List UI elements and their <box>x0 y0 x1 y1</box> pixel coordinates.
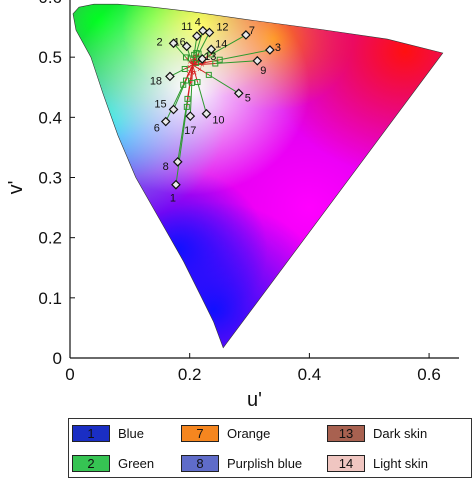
data-points <box>160 25 275 190</box>
svg-text:×: × <box>190 69 195 78</box>
point-label: 2 <box>156 36 162 48</box>
y-tick-label: 0.3 <box>38 169 62 188</box>
diamond-marker <box>181 41 192 52</box>
legend: 1 Blue 7 Orange 13 Dark skin 2 Green 8 Purplish b… <box>68 418 472 478</box>
svg-text:×: × <box>187 58 192 67</box>
diamond-marker <box>168 104 179 115</box>
x-tick-label: 0.2 <box>178 365 202 384</box>
y-tick-label: 0.4 <box>38 108 62 127</box>
legend-item: 7 Orange <box>181 423 270 443</box>
svg-text:×: × <box>187 68 192 77</box>
point-label: 15 <box>154 99 166 111</box>
diamond-marker <box>160 116 171 127</box>
legend-label: Orange <box>227 425 271 441</box>
diamond-marker <box>206 44 217 55</box>
diamond-marker <box>201 108 212 119</box>
svg-text:×: × <box>193 59 198 68</box>
y-tick-label: 0.2 <box>38 229 62 248</box>
point-label: 9 <box>260 65 266 77</box>
diamond-marker <box>165 71 175 82</box>
legend-swatch: 2 <box>72 454 110 472</box>
legend-label: Green <box>118 455 155 471</box>
diamond-marker <box>171 179 181 190</box>
legend-label: Dark skin <box>373 425 428 441</box>
spectral-locus-gamut <box>72 3 444 349</box>
point-label: 17 <box>184 125 196 137</box>
legend-swatch: 7 <box>181 424 219 442</box>
legend-item: 13 Dark skin <box>327 423 427 443</box>
diamond-marker <box>168 38 179 49</box>
diamond-marker <box>241 30 251 40</box>
y-tick-label: 0.1 <box>38 289 62 308</box>
y-tick-label: 0.6 <box>38 0 62 7</box>
x-tick-label: 0 <box>65 365 74 384</box>
svg-text:×: × <box>192 68 197 77</box>
svg-text:×: × <box>197 65 202 74</box>
diamond-marker <box>172 157 183 167</box>
legend-item: 14 Light skin <box>327 453 428 473</box>
diamond-marker <box>204 27 215 38</box>
legend-item: 8 Purplish blue <box>181 453 302 473</box>
point-label: 3 <box>275 42 281 54</box>
svg-text:×: × <box>192 60 197 69</box>
point-label: 4 <box>195 17 201 29</box>
legend-swatch: 13 <box>327 424 365 442</box>
connector: × <box>192 64 207 114</box>
diamond-marker <box>233 88 244 99</box>
point-label: 1 <box>170 193 176 205</box>
svg-text:×: × <box>202 59 207 68</box>
connector: × <box>192 64 240 94</box>
diamond-marker <box>192 31 202 41</box>
point-label: 13 <box>204 51 216 63</box>
point-label: 16 <box>174 36 186 48</box>
chromaticity-chart: 00.20.40.600.10.20.30.40.50.6u'v' ××××××… <box>5 0 459 411</box>
x-tick-label: 0.4 <box>298 365 322 384</box>
svg-text:×: × <box>200 60 205 69</box>
x-axis-label: u' <box>247 389 262 411</box>
diamond-marker <box>185 111 196 121</box>
legend-label: Blue <box>118 425 145 441</box>
connector: × <box>192 60 258 69</box>
diamond-marker <box>265 45 275 55</box>
connector: × <box>188 64 195 117</box>
x-tick-label: 0.6 <box>417 365 441 384</box>
svg-text:×: × <box>187 63 192 72</box>
legend-swatch: 1 <box>72 424 110 442</box>
point-label: 18 <box>150 75 162 87</box>
point-label: 11 <box>181 21 192 33</box>
point-label: 5 <box>245 92 251 104</box>
point-label: 14 <box>215 38 227 50</box>
diamond-marker <box>252 55 263 66</box>
y-tick-label: 0.5 <box>38 48 62 67</box>
legend-label: Purplish blue <box>227 455 303 471</box>
y-tick-label: 0 <box>53 349 62 368</box>
point-label: 8 <box>163 161 169 173</box>
svg-text:×: × <box>189 58 194 67</box>
diamond-marker <box>197 54 208 64</box>
legend-label: Light skin <box>373 455 428 471</box>
point-label: 7 <box>249 25 255 37</box>
connector: × <box>173 64 194 110</box>
legend-item: 2 Green <box>72 453 154 473</box>
y-axis-label: v' <box>5 181 27 195</box>
connector: × <box>169 63 193 77</box>
point-label: 6 <box>154 123 160 135</box>
point-label: 10 <box>212 115 224 127</box>
point-label: 12 <box>216 21 228 33</box>
legend-item: 1 Blue <box>72 423 144 443</box>
legend-swatch: 8 <box>181 454 219 472</box>
axes: 0 0.2 0.4 0.6 0 0.1 0.2 0.3 0.4 0.5 0.6 u' v' <box>5 0 459 411</box>
legend-swatch: 14 <box>327 454 365 472</box>
